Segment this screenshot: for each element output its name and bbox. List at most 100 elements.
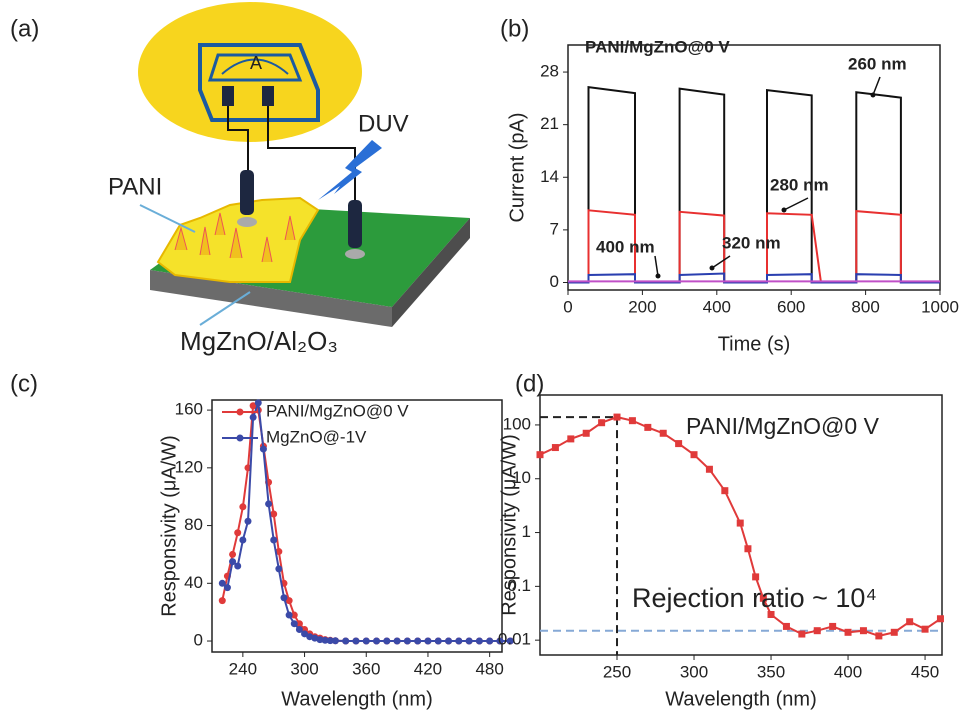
probe [240, 170, 254, 215]
panel: (c)24030036042048004080120160Wavelength … [10, 370, 514, 710]
y-tick-label: 28 [540, 62, 559, 81]
marker [537, 451, 544, 458]
panel-label: (a) [10, 15, 39, 42]
marker [583, 430, 590, 437]
contact [345, 249, 365, 259]
marker [675, 440, 682, 447]
arrow-head [782, 208, 787, 213]
marker [466, 638, 473, 645]
y-tick-label: 0.01 [498, 630, 531, 649]
y-tick-label: 0 [194, 631, 203, 650]
x-tick-label: 0 [563, 297, 572, 316]
marker [829, 623, 836, 630]
marker [552, 444, 559, 451]
marker [845, 629, 852, 636]
marker [798, 631, 805, 638]
x-tick-label: 400 [703, 297, 731, 316]
marker [342, 638, 349, 645]
annotation: Rejection ratio ~ 10⁴ [632, 583, 877, 613]
y-tick-label: 40 [184, 573, 203, 592]
marker [875, 632, 882, 639]
marker [486, 638, 493, 645]
marker [244, 518, 251, 525]
marker [363, 638, 370, 645]
panel-label: (c) [10, 370, 38, 397]
x-axis-label: Wavelength (nm) [281, 688, 433, 710]
series-annotation: 280 nm [770, 175, 829, 194]
marker [250, 414, 257, 421]
marker [332, 637, 339, 644]
contact [237, 217, 257, 227]
marker [239, 537, 246, 544]
panel-a: (a) A DUV PANI MgZnO/Al₂O₃ [10, 2, 470, 356]
y-tick-label: 80 [184, 515, 203, 534]
marker [891, 629, 898, 636]
arrow-head [656, 274, 661, 279]
marker [394, 638, 401, 645]
panel-label: (b) [500, 15, 529, 42]
marker [660, 430, 667, 437]
marker [219, 597, 226, 604]
y-tick-label: 7 [550, 219, 559, 238]
legend-marker [237, 409, 244, 416]
terminal [262, 86, 274, 106]
marker [455, 638, 462, 645]
marker [737, 520, 744, 527]
marker [614, 414, 621, 421]
marker [752, 573, 759, 580]
annotation-arrow [873, 77, 880, 95]
legend-label: MgZnO@-1V [266, 427, 367, 446]
arrow-head [710, 266, 715, 271]
y-tick-label: 100 [503, 414, 531, 433]
annotation-arrow [712, 256, 730, 268]
marker [291, 620, 298, 627]
x-tick-label: 800 [851, 297, 879, 316]
marker [275, 565, 282, 572]
panel: (d)2503003504004501001010.10.01Wavelengt… [498, 370, 944, 710]
legend-marker [237, 435, 244, 442]
legend-label: PANI/MgZnO@0 V [266, 401, 409, 420]
x-tick-label: 250 [603, 662, 631, 681]
marker [280, 594, 287, 601]
marker [744, 545, 751, 552]
light-label: DUV [358, 110, 409, 137]
marker [860, 627, 867, 634]
marker [286, 612, 293, 619]
y-axis-label: Responsivity (μA/W) [158, 435, 180, 617]
y-tick-label: 14 [540, 167, 559, 186]
series-annotation: 260 nm [848, 54, 907, 73]
chart-title: PANI/MgZnO@0 V [686, 413, 880, 439]
y-axis-label: Current (pA) [506, 112, 528, 222]
x-tick-label: 300 [290, 659, 318, 678]
x-tick-label: 200 [628, 297, 656, 316]
y-tick-label: 0 [550, 272, 559, 291]
layer-label: PANI [108, 173, 162, 200]
arrow-head [871, 93, 876, 98]
probe [348, 200, 362, 248]
marker [414, 638, 421, 645]
x-tick-label: 600 [777, 297, 805, 316]
marker [629, 417, 636, 424]
x-tick-label: 300 [680, 662, 708, 681]
marker [265, 500, 272, 507]
annotation-arrow [784, 198, 808, 210]
marker [404, 638, 411, 645]
panel-label: (d) [515, 370, 544, 397]
x-tick-label: 420 [414, 659, 442, 678]
marker [255, 399, 262, 406]
x-tick-label: 480 [475, 659, 503, 678]
marker [567, 435, 574, 442]
marker [598, 419, 605, 426]
marker [224, 584, 231, 591]
marker [922, 626, 929, 633]
marker [234, 562, 241, 569]
meter-label: A [250, 53, 262, 73]
marker [260, 446, 267, 453]
marker [706, 466, 713, 473]
x-axis-label: Time (s) [718, 333, 791, 355]
y-axis-label: Responsivity (μA/W) [498, 434, 520, 616]
x-tick-label: 1000 [921, 297, 959, 316]
marker [906, 618, 913, 625]
series-annotation: 320 nm [722, 233, 781, 252]
